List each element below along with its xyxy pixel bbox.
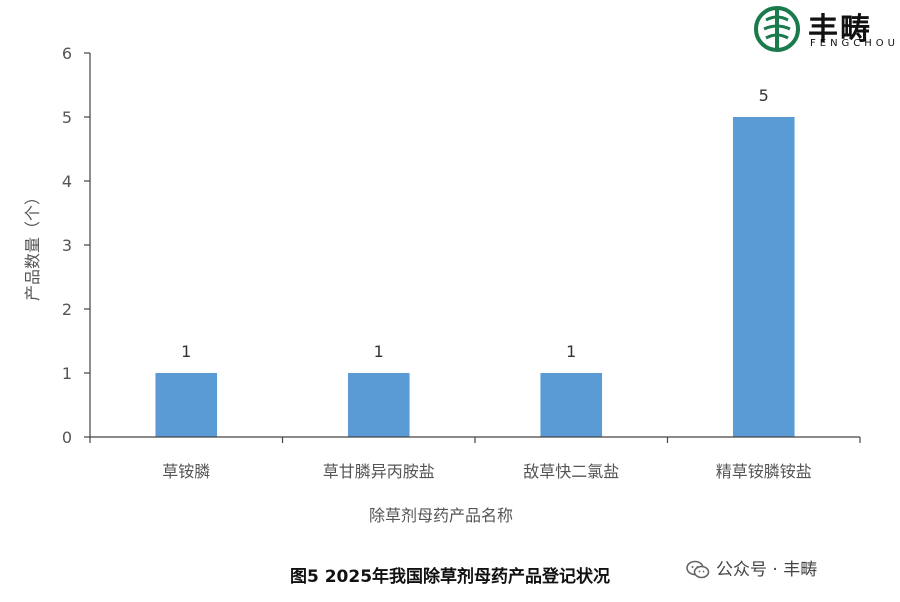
bar-value-label: 1 bbox=[374, 342, 384, 361]
y-tick-label: 3 bbox=[62, 236, 72, 255]
bars-group bbox=[155, 117, 795, 437]
y-ticks-group: 0 1 2 3 4 5 6 bbox=[62, 44, 90, 447]
x-ticks-group: 草铵膦 草甘膦异丙胺盐 敌草快二氯盐 精草铵膦铵盐 bbox=[89, 437, 861, 481]
y-tick-label: 5 bbox=[62, 108, 72, 127]
bar bbox=[732, 117, 795, 437]
fengchou-logo: 丰畴 FENGCHOU bbox=[752, 4, 895, 54]
wechat-icon bbox=[686, 560, 710, 579]
y-tick-label: 2 bbox=[62, 300, 72, 319]
x-axis-label: 除草剂母药产品名称 bbox=[369, 506, 513, 525]
figure-caption: 图5 2025年我国除草剂母药产品登记状况 bbox=[289, 567, 611, 587]
bar-chart: 1 1 1 5 0 1 2 3 4 5 6 草铵膦 草甘膦异丙胺盐 敌草快二氯盐 精草铵膦铵盐 产品数量… bbox=[23, 44, 861, 525]
x-category-label: 草甘膦异丙胺盐 bbox=[323, 462, 435, 481]
bar bbox=[347, 373, 410, 437]
watermark: 公众号 · 丰畴 bbox=[686, 555, 817, 580]
value-labels-group: 1 1 1 5 bbox=[181, 86, 769, 361]
y-tick-label: 4 bbox=[62, 172, 72, 191]
logo-name: 丰畴 bbox=[808, 12, 872, 47]
bar-value-label: 5 bbox=[759, 86, 769, 105]
watermark-text: 公众号 · 丰畴 bbox=[716, 560, 818, 580]
x-category-label: 敌草快二氯盐 bbox=[523, 462, 619, 481]
y-tick-label: 6 bbox=[62, 44, 72, 63]
fengchou-logo-icon bbox=[754, 6, 800, 52]
y-axis-label: 产品数量（个） bbox=[23, 189, 42, 301]
bar bbox=[540, 373, 603, 437]
y-tick-label: 0 bbox=[62, 428, 72, 447]
bar-value-label: 1 bbox=[566, 342, 576, 361]
bar-value-label: 1 bbox=[181, 342, 191, 361]
y-tick-label: 1 bbox=[62, 364, 72, 383]
x-category-label: 草铵膦 bbox=[162, 462, 210, 481]
bar bbox=[155, 373, 218, 437]
x-category-label: 精草铵膦铵盐 bbox=[716, 462, 812, 481]
logo-subtitle: FENGCHOU bbox=[810, 38, 899, 49]
